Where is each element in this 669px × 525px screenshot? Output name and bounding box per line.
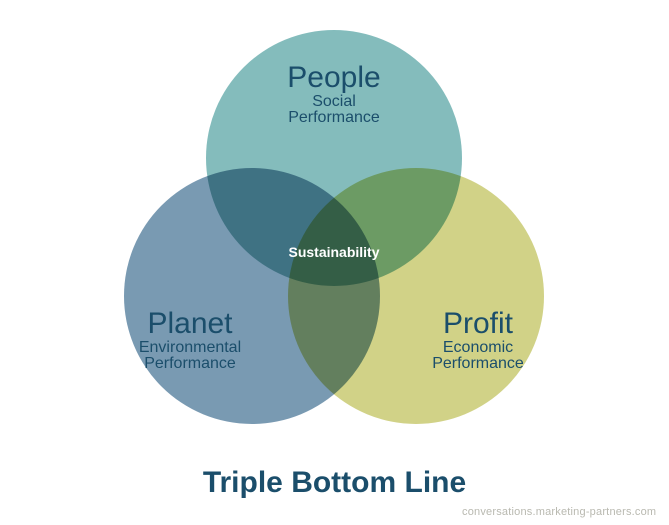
label-planet-title: Planet xyxy=(139,308,241,340)
label-planet-sub1: Environmental xyxy=(139,340,241,357)
label-people-sub2: Performance xyxy=(287,110,380,127)
label-people: People Social Performance xyxy=(287,62,380,127)
label-people-title: People xyxy=(287,62,380,94)
label-profit-title: Profit xyxy=(432,308,524,340)
label-center-sustainability: Sustainability xyxy=(288,244,379,260)
label-planet-sub2: Performance xyxy=(139,356,241,373)
attribution-text: conversations.marketing-partners.com xyxy=(462,506,656,518)
label-profit-sub1: Economic xyxy=(432,340,524,357)
label-profit-sub2: Performance xyxy=(432,356,524,373)
label-profit: Profit Economic Performance xyxy=(432,308,524,373)
venn-diagram-stage: People Social Performance Planet Environ… xyxy=(0,0,669,525)
label-planet: Planet Environmental Performance xyxy=(139,308,241,373)
diagram-title: Triple Bottom Line xyxy=(203,466,466,500)
label-people-sub1: Social xyxy=(287,94,380,111)
venn-circle-profit xyxy=(288,168,544,424)
